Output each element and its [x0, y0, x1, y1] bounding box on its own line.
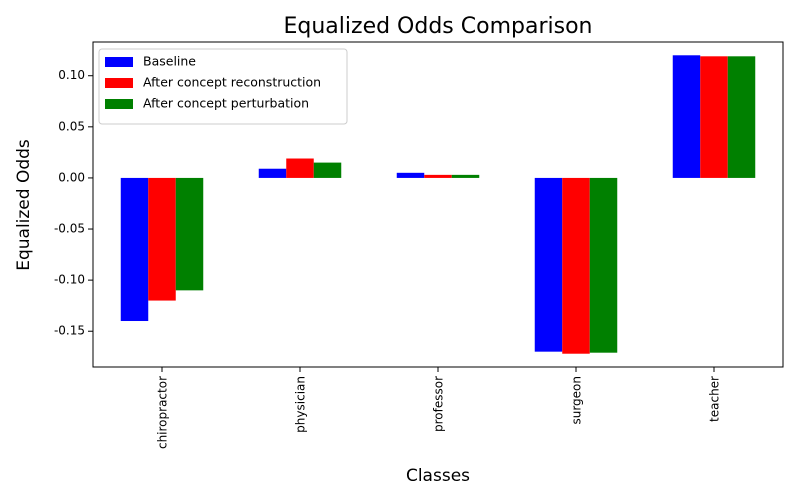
bar-surgeon-1	[534, 177, 563, 352]
bar-teacher-1	[672, 55, 701, 178]
x-tick-label: physician	[294, 376, 308, 433]
bar-teacher-2	[700, 56, 728, 178]
bar-professor-2	[424, 174, 452, 178]
bar-surgeon-2	[562, 177, 590, 354]
legend-swatch	[105, 78, 133, 88]
x-tick-label: chiropractor	[156, 376, 170, 449]
bar-physician-2	[286, 158, 314, 178]
legend: Baseline After concept reconstruction Afte…	[98, 48, 348, 125]
legend-label: After concept reconstruction	[143, 75, 321, 90]
bar-surgeon-3	[589, 177, 618, 353]
x-tick-label: teacher	[708, 376, 722, 422]
y-axis-label: Equalized Odds	[14, 139, 34, 271]
bar-physician-1	[258, 168, 287, 178]
y-axis: -0.15 -0.10 -0.05 0.00 0.05 0.10	[54, 68, 93, 338]
bars-group	[120, 55, 756, 354]
bar-professor-3	[451, 174, 480, 178]
bar-chiropractor-2	[148, 177, 176, 301]
bar-professor-1	[396, 172, 425, 178]
y-tick-label: -0.10	[54, 273, 85, 287]
bar-physician-3	[313, 162, 342, 178]
x-tick-label: surgeon	[570, 376, 584, 425]
bar-chiropractor-3	[175, 177, 204, 291]
y-tick-label: 0.10	[58, 68, 85, 82]
legend-label: Baseline	[143, 54, 196, 69]
x-tick-label: professor	[432, 376, 446, 432]
bar-chiropractor-1	[120, 177, 149, 322]
legend-swatch	[105, 57, 133, 67]
legend-swatch	[105, 99, 133, 109]
legend-box	[98, 48, 348, 125]
legend-label: After concept perturbation	[143, 96, 309, 111]
y-tick-label: 0.00	[58, 170, 85, 184]
chart-title: Equalized Odds Comparison	[284, 14, 593, 39]
y-tick-label: 0.05	[58, 119, 85, 133]
x-axis-label: Classes	[406, 466, 470, 486]
bar-teacher-3	[727, 56, 756, 178]
y-tick-label: -0.05	[54, 222, 85, 236]
x-axis: chiropractor physician professor surgeon tea…	[156, 367, 722, 449]
y-tick-label: -0.15	[54, 324, 85, 338]
